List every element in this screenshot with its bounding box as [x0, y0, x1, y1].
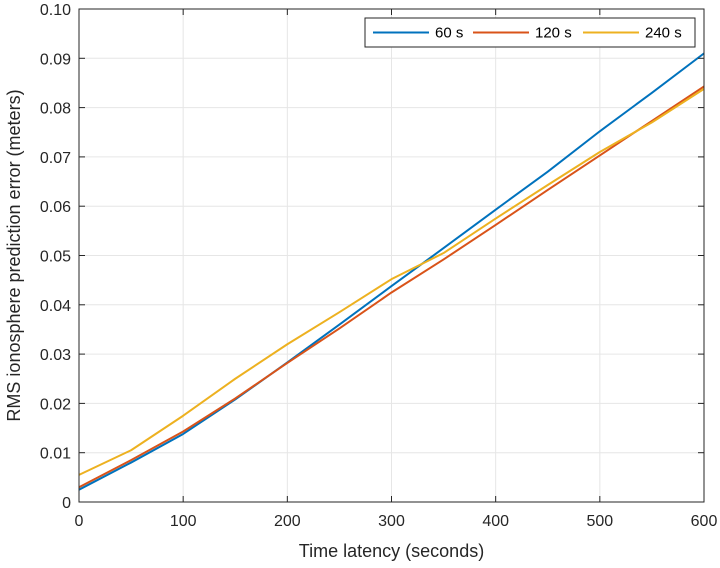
y-tick-label: 0.10 [40, 2, 71, 19]
y-tick-label: 0.04 [40, 298, 71, 315]
x-tick-label: 500 [586, 513, 613, 530]
y-tick-label: 0.01 [40, 446, 71, 463]
y-tick-label: 0.08 [40, 101, 71, 118]
x-tick-label: 300 [378, 513, 405, 530]
y-tick-label: 0.03 [40, 347, 71, 364]
legend-label: 60 s [435, 25, 463, 42]
x-tick-label: 600 [691, 513, 718, 530]
legend-label: 120 s [535, 25, 572, 42]
x-tick-label: 100 [170, 513, 197, 530]
series-group [78, 52, 705, 491]
y-axis-label: RMS ionosphere prediction error (meters) [4, 89, 24, 421]
x-tick-label: 400 [482, 513, 509, 530]
grid [79, 9, 704, 502]
x-axis-label: Time latency (seconds) [299, 541, 484, 561]
series-line-240s [78, 88, 705, 476]
x-tick-label: 0 [75, 513, 84, 530]
y-tick-label: 0.09 [40, 51, 71, 68]
ticks [78, 8, 705, 503]
tick-labels: 0 100 200 300 400 500 600 0 0.01 0.02 0.03 0.04 0.05… [40, 2, 718, 530]
y-tick-label: 0.05 [40, 249, 71, 266]
y-tick-label: 0 [62, 495, 71, 512]
y-tick-label: 0.07 [40, 150, 71, 167]
y-tick-label: 0.02 [40, 396, 71, 413]
series-line-120s [78, 85, 705, 489]
legend: 60 s 120 s 240 s [364, 17, 696, 48]
y-tick-label: 0.06 [40, 199, 71, 216]
legend-label: 240 s [645, 25, 682, 42]
series-line-60s [78, 52, 705, 491]
x-tick-label: 200 [274, 513, 301, 530]
